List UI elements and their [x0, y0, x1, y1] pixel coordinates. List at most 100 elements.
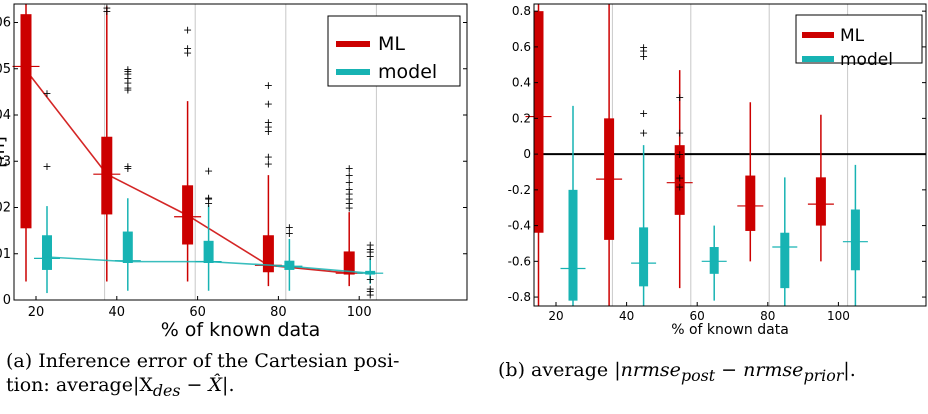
legend-label-ml: ML: [840, 26, 865, 46]
caption-b-prefix: (b) average |: [498, 359, 621, 381]
outlier-marker: +: [123, 67, 132, 80]
y-tick-label: -0.4: [508, 219, 531, 233]
x-tick-label: 60: [189, 305, 206, 320]
outlier-marker: +: [123, 63, 132, 76]
box-100: [850, 209, 860, 271]
chart-panel-b: ++++++++++-0.8-0.6-0.4-0.200.20.40.60.82…: [508, 3, 927, 338]
outlier-marker: +: [183, 23, 192, 36]
caption-a-subscript: des: [152, 380, 181, 400]
box-20: [42, 235, 52, 270]
series-model: +++++: [560, 41, 868, 306]
x-tick-label: 40: [109, 305, 126, 320]
x-tick-label: 100: [827, 309, 850, 323]
x-tick-label: 80: [760, 309, 775, 323]
outlier-marker: +: [102, 5, 111, 18]
box-60: [203, 240, 214, 263]
outlier-marker: +: [123, 65, 132, 78]
outlier-marker: +: [123, 72, 132, 85]
outlier-marker: +: [345, 169, 354, 182]
caption-b-minus: −: [715, 359, 744, 381]
box-60: [709, 247, 719, 274]
caption-b-end: |.: [843, 359, 856, 381]
x-tick-label: 40: [619, 309, 634, 323]
outlier-marker: +: [345, 162, 354, 175]
box-100: [343, 251, 355, 275]
y-tick-label: -0.6: [508, 254, 531, 268]
outlier-marker: +: [264, 97, 273, 110]
outlier-marker: +: [639, 41, 648, 54]
outlier-marker: +: [123, 77, 132, 90]
plot-frame: [533, 3, 927, 307]
outlier-marker: +: [639, 50, 648, 63]
outlier-marker: +: [366, 250, 375, 263]
outlier-marker: +: [264, 158, 273, 171]
legend-label-model: model: [378, 61, 437, 83]
y-tick-label: 0: [523, 147, 531, 161]
outlier-marker: +: [204, 197, 213, 210]
outlier-marker: +: [264, 116, 273, 129]
outlier-marker: +: [123, 84, 132, 97]
outlier-marker: +: [204, 192, 213, 205]
outlier-marker: +: [366, 239, 375, 252]
outlier-marker: +: [639, 127, 648, 140]
outlier-marker: +: [42, 160, 51, 173]
y-tick-label: 0.04: [0, 108, 11, 123]
outlier-marker: +: [366, 273, 375, 286]
y-tick-label: 0.8: [512, 4, 531, 18]
series-ml: +++++: [525, 4, 834, 306]
outlier-marker: +: [345, 192, 354, 205]
mean-trend-line: [46, 256, 371, 274]
y-tick-label: 0.03: [0, 154, 11, 169]
x-tick-label: 20: [548, 309, 563, 323]
x-tick-label: 60: [690, 309, 705, 323]
legend: ML model: [795, 14, 923, 70]
outlier-marker: +: [345, 183, 354, 196]
legend-box: [795, 14, 923, 64]
outlier-marker: +: [183, 47, 192, 60]
x-axis-label: % of known data: [671, 322, 789, 338]
y-axis-label: [m]: [0, 136, 9, 168]
outlier-marker: +: [675, 127, 684, 140]
outlier-marker: +: [675, 91, 684, 104]
box-60: [674, 145, 685, 215]
outlier-marker: +: [675, 148, 684, 161]
outlier-marker: +: [204, 191, 213, 204]
outlier-marker: +: [102, 2, 111, 15]
caption-a-line1: (a) Inference error of the Cartesian pos…: [6, 350, 400, 372]
y-tick-label: 0.01: [0, 247, 11, 262]
box-20: [20, 14, 32, 229]
outlier-marker: +: [366, 285, 375, 298]
box-100: [815, 177, 826, 226]
plot-frame: [13, 3, 468, 301]
y-tick-label: 0.06: [0, 16, 11, 31]
series-ml: ++++++++++++++++++++: [12, 2, 363, 287]
box-20: [533, 11, 544, 233]
box-80: [745, 175, 756, 231]
caption-a-minus: −: [180, 374, 209, 396]
outlier-marker: +: [264, 125, 273, 138]
box-80: [284, 260, 295, 270]
outlier-marker: +: [345, 188, 354, 201]
outlier-marker: +: [345, 202, 354, 215]
outlier-marker: +: [345, 197, 354, 210]
box-40: [101, 136, 113, 215]
chart-panel-a: ++++++++++++++++++++++++++++++++++++++++…: [0, 2, 468, 341]
box-80: [262, 235, 274, 273]
outlier-marker: +: [285, 227, 294, 240]
caption-b-sub1: post: [680, 365, 716, 385]
outlier-marker: +: [123, 162, 132, 175]
caption-b-var2: nrmse: [743, 359, 804, 381]
y-tick-label: 0.02: [0, 201, 11, 216]
outlier-marker: +: [123, 81, 132, 94]
outlier-marker: +: [264, 79, 273, 92]
caption-a: (a) Inference error of the Cartesian pos…: [6, 349, 466, 403]
box-20: [568, 189, 578, 301]
y-tick-label: -0.2: [508, 183, 531, 197]
caption-b: (b) average |nrmsepost − nrmseprior|.: [498, 358, 923, 388]
caption-b-sub2: prior: [803, 365, 844, 385]
outlier-marker: +: [285, 221, 294, 234]
caption-a-xhat: X̂: [208, 374, 223, 396]
outlier-marker: +: [204, 165, 213, 178]
outlier-marker: +: [366, 243, 375, 256]
outlier-marker: +: [639, 44, 648, 57]
